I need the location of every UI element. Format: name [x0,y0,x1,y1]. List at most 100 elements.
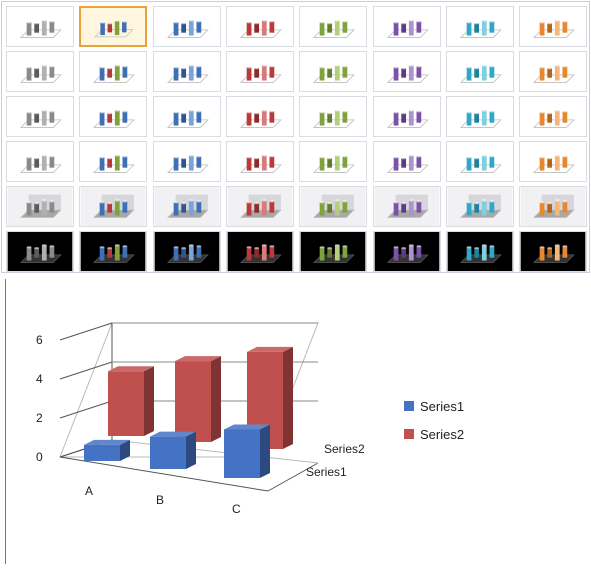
chart-style-14[interactable] [372,51,441,92]
style-thumbnail [386,154,429,173]
style-thumbnail [374,232,439,271]
legend-label: Series2 [420,427,464,442]
style-thumbnail [447,232,513,271]
series1-column-B[interactable] [150,431,196,469]
style-thumbnail [80,232,146,271]
style-thumbnail [239,109,282,128]
chart-style-22[interactable] [372,96,441,137]
chart-style-29[interactable] [299,141,368,182]
series2-column-B[interactable] [175,356,221,442]
style-thumbnail [533,19,575,38]
x-tick-label: A [85,484,93,498]
chart-style-37[interactable] [299,186,368,227]
chart-style-2[interactable] [79,6,148,47]
chart-style-12[interactable] [225,51,294,92]
x-tick-label: C [232,502,241,516]
style-thumbnail [154,187,219,226]
chart-style-26[interactable] [79,141,148,182]
style-thumbnail [20,109,62,128]
chart-style-41[interactable] [6,231,74,272]
chart-style-45[interactable] [299,231,368,272]
chart-style-46[interactable] [372,231,441,272]
style-thumbnail [533,109,575,128]
style-thumbnail [520,232,586,271]
style-thumbnail [533,154,575,173]
style-thumbnail [7,187,73,226]
chart-style-48[interactable] [519,231,588,272]
style-thumbnail [166,64,209,83]
chart-area[interactable] [5,279,489,564]
chart-style-1[interactable] [6,6,74,47]
chart-style-43[interactable] [152,231,221,272]
chart-style-11[interactable] [152,51,221,92]
legend-label: Series1 [420,399,464,414]
chart-style-35[interactable] [152,186,221,227]
style-thumbnail [93,109,136,128]
chart-style-20[interactable] [225,96,294,137]
style-thumbnail [80,187,146,226]
chart-style-38[interactable] [372,186,441,227]
chart-style-6[interactable] [372,6,441,47]
gridline-side [59,361,113,380]
style-thumbnail [300,232,366,271]
chart-style-36[interactable] [225,186,294,227]
style-thumbnail [166,154,209,173]
style-thumbnail [239,64,282,83]
chart-style-8[interactable] [519,6,588,47]
y-tick-label: 0 [36,450,43,464]
series2-columns[interactable] [108,346,293,449]
chart-style-4[interactable] [225,6,294,47]
chart-style-10[interactable] [79,51,148,92]
chart-style-25[interactable] [6,141,74,182]
chart-style-33[interactable] [6,186,74,227]
chart-style-18[interactable] [79,96,148,137]
chart-style-9[interactable] [6,51,74,92]
style-thumbnail [227,232,293,271]
style-thumbnail [447,187,513,226]
style-thumbnail [20,19,62,38]
style-thumbnail [520,187,586,226]
chart-style-47[interactable] [445,231,514,272]
series2-column-A[interactable] [108,366,154,436]
style-thumbnail [166,19,209,38]
chart-style-32[interactable] [519,141,588,182]
chart-style-44[interactable] [225,231,294,272]
chart-style-27[interactable] [152,141,221,182]
style-thumbnail [227,187,293,226]
chart-style-16[interactable] [519,51,588,92]
chart-style-39[interactable] [445,186,514,227]
chart-style-7[interactable] [445,6,514,47]
series1-columns[interactable] [84,424,270,478]
style-thumbnail [239,19,282,38]
style-thumbnail [459,19,502,38]
chart-style-30[interactable] [372,141,441,182]
chart-style-19[interactable] [152,96,221,137]
chart-style-31[interactable] [445,141,514,182]
series1-column-C[interactable] [224,424,270,478]
chart-style-40[interactable] [519,186,588,227]
chart-style-17[interactable] [6,96,74,137]
chart-style-13[interactable] [299,51,368,92]
style-thumbnail [533,64,575,83]
chart-style-28[interactable] [225,141,294,182]
style-thumbnail [313,64,356,83]
chart-style-23[interactable] [445,96,514,137]
style-thumbnail [154,232,219,271]
style-thumbnail [239,154,282,173]
chart-style-3[interactable] [152,6,221,47]
chart-style-15[interactable] [445,51,514,92]
style-thumbnail [20,64,62,83]
series1-column-A[interactable] [84,439,130,461]
y-axis: 0 2 4 6 [36,333,43,464]
chart-style-34[interactable] [79,186,148,227]
x-tick-label: B [156,493,164,507]
legend[interactable]: Series1 Series2 [404,399,464,442]
style-thumbnail [374,187,439,226]
chart-style-24[interactable] [519,96,588,137]
chart-style-42[interactable] [79,231,148,272]
chart-style-21[interactable] [299,96,368,137]
3d-column-chart[interactable]: 0 2 4 6 A B C Series2 Series1 Series1 Series2 [0,279,591,576]
chart-style-5[interactable] [299,6,368,47]
legend-swatch [404,401,414,411]
style-thumbnail [7,232,73,271]
